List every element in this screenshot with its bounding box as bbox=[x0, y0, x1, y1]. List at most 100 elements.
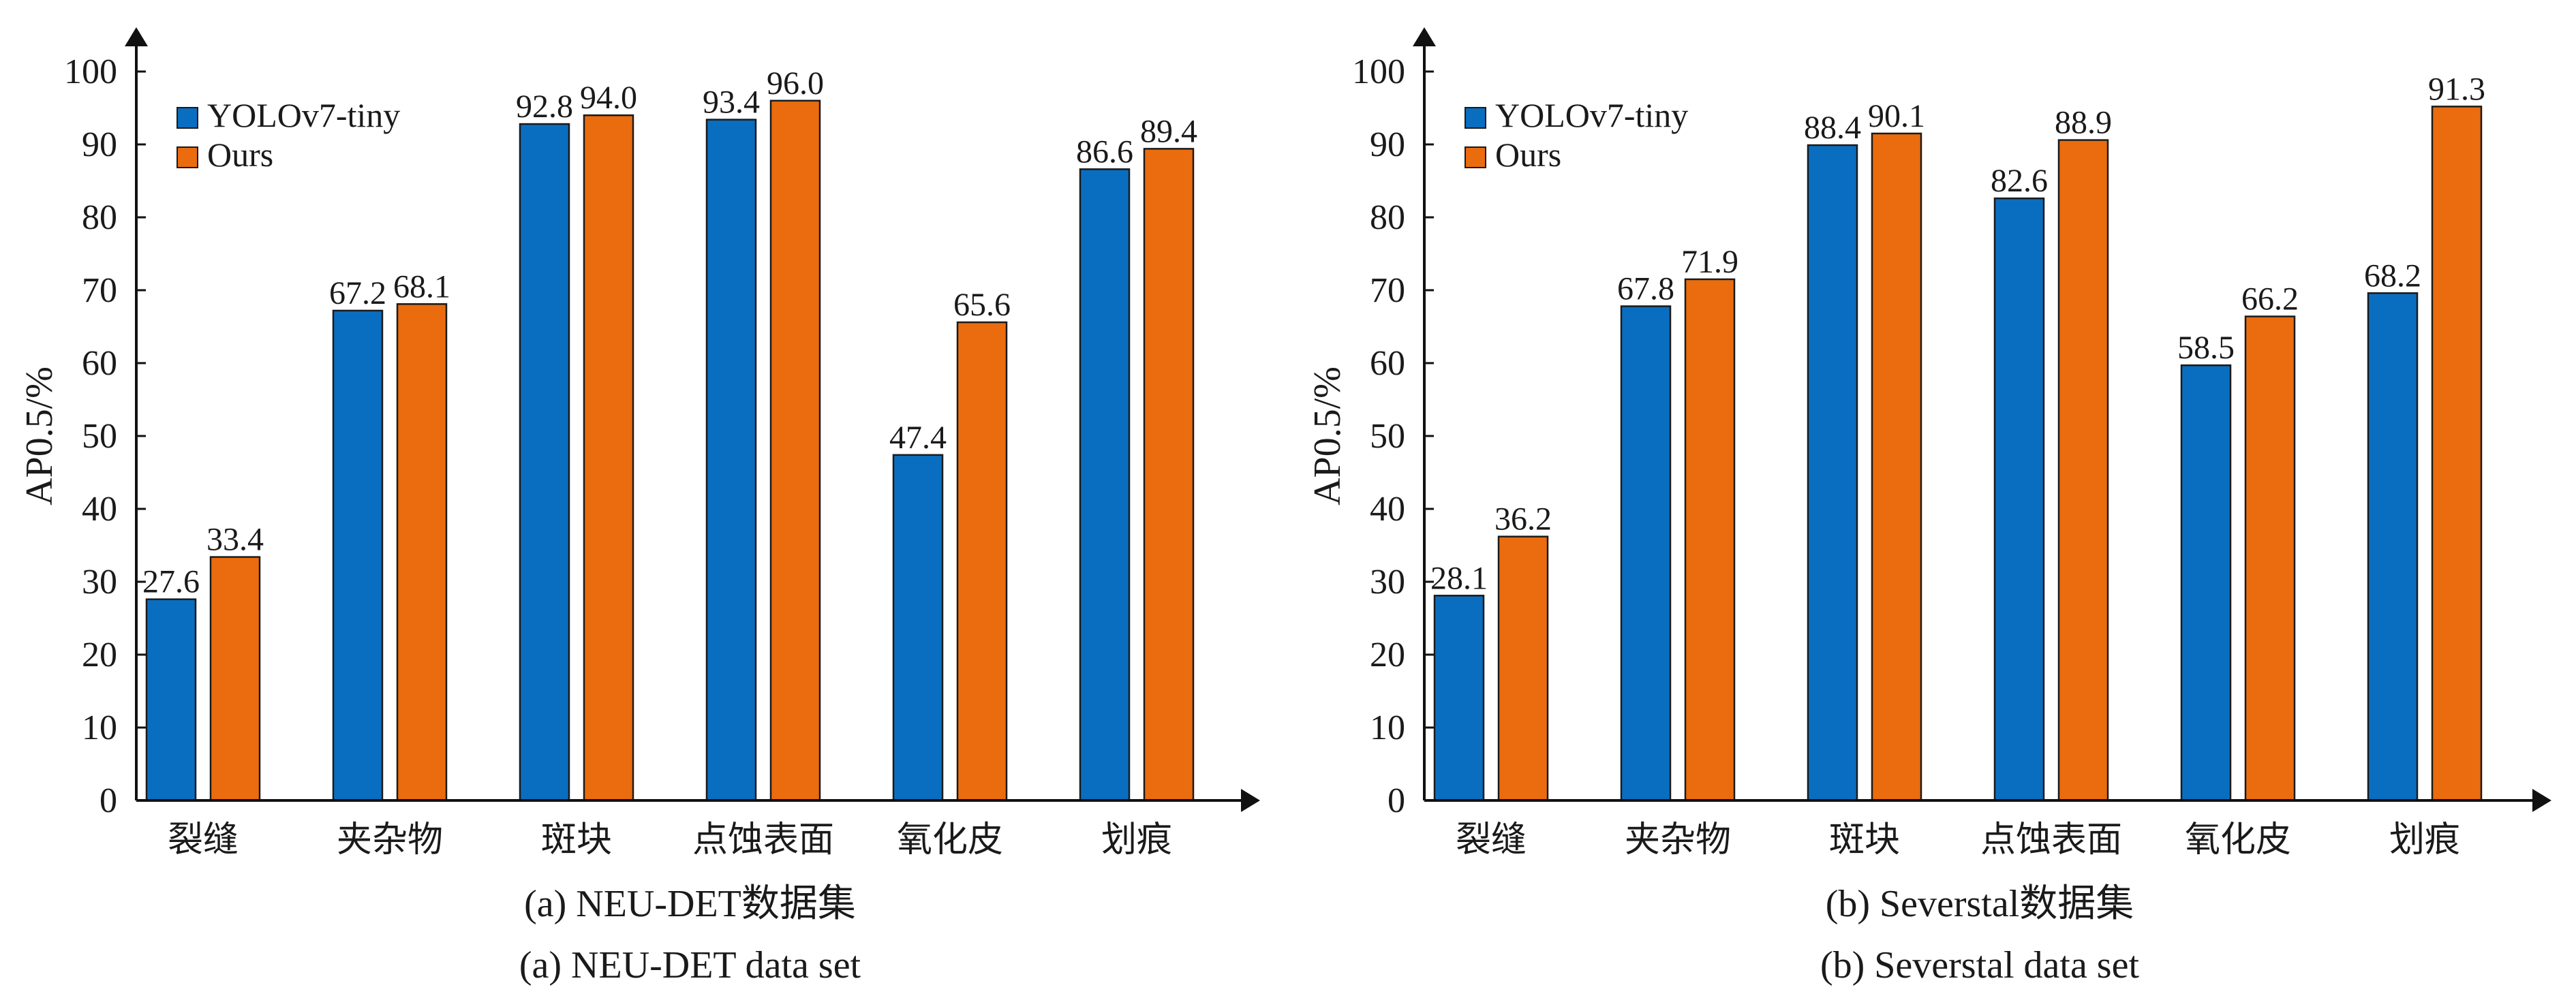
bar-yolov7-tiny-4 bbox=[1993, 197, 2045, 802]
value-label: 33.4 bbox=[206, 522, 264, 558]
bar-yolov7-tiny-1 bbox=[145, 598, 197, 802]
bar-yolov7-tiny-4 bbox=[705, 119, 757, 802]
value-label: 93.4 bbox=[703, 84, 760, 121]
x-tick-label: 氧化皮 bbox=[897, 821, 1003, 860]
bar-ours-1 bbox=[209, 556, 261, 802]
y-tick-label: 40 bbox=[82, 490, 117, 529]
y-axis-arrow bbox=[125, 27, 148, 46]
y-axis-label: AP0.5/% bbox=[1306, 367, 1349, 505]
x-tick-label: 夹杂物 bbox=[1625, 821, 1731, 860]
bar-yolov7-tiny-6 bbox=[2367, 292, 2419, 802]
bar-ours-4 bbox=[769, 99, 821, 802]
caption-cn: (b) Severstal数据集 bbox=[1826, 883, 2134, 925]
y-tick-label: 0 bbox=[1387, 781, 1405, 820]
y-axis-arrow bbox=[1413, 27, 1436, 46]
legend-swatch bbox=[1465, 146, 1486, 168]
y-tick-label: 20 bbox=[82, 636, 117, 674]
value-label: 71.9 bbox=[1681, 244, 1738, 280]
y-tick-label: 70 bbox=[82, 271, 117, 310]
x-tick-label: 点蚀表面 bbox=[1980, 821, 2122, 860]
bar-ours-3 bbox=[583, 114, 634, 802]
caption-en: (a) NEU-DET data set bbox=[519, 944, 861, 986]
legend-label: Ours bbox=[1495, 136, 1561, 174]
value-label: 68.1 bbox=[393, 268, 450, 305]
x-tick-label: 划痕 bbox=[1101, 821, 1172, 860]
bar-yolov7-tiny-1 bbox=[1433, 595, 1485, 802]
bar-yolov7-tiny-3 bbox=[519, 123, 570, 802]
bar-ours-3 bbox=[1871, 132, 1922, 802]
value-label: 67.8 bbox=[1617, 271, 1674, 307]
y-tick-label: 0 bbox=[99, 781, 117, 820]
value-label: 96.0 bbox=[767, 65, 824, 102]
value-label: 88.9 bbox=[2055, 105, 2112, 141]
bar-yolov7-tiny-5 bbox=[2180, 364, 2232, 802]
y-tick-label: 60 bbox=[82, 344, 117, 383]
caption-cn: (a) NEU-DET数据集 bbox=[524, 883, 856, 925]
value-label: 47.4 bbox=[889, 420, 947, 456]
value-label: 90.1 bbox=[1868, 98, 1925, 134]
caption-en: (b) Severstal data set bbox=[1820, 944, 2139, 986]
value-label: 94.0 bbox=[580, 80, 637, 116]
y-tick-label: 30 bbox=[1370, 563, 1405, 602]
legend-swatch bbox=[1465, 107, 1486, 129]
y-tick-label: 50 bbox=[1370, 417, 1405, 456]
bar-ours-5 bbox=[2244, 315, 2296, 802]
value-label: 68.2 bbox=[2364, 258, 2421, 294]
y-tick-label: 10 bbox=[82, 708, 117, 747]
x-tick-label: 斑块 bbox=[1829, 821, 1900, 860]
value-label: 88.4 bbox=[1804, 110, 1861, 146]
y-tick-label: 80 bbox=[1370, 198, 1405, 237]
x-axis-arrow bbox=[2532, 789, 2551, 812]
value-label: 28.1 bbox=[1430, 560, 1488, 596]
legend-label: Ours bbox=[207, 136, 273, 174]
value-label: 66.2 bbox=[2241, 281, 2299, 317]
value-label: 65.6 bbox=[953, 287, 1011, 323]
bar-ours-2 bbox=[1684, 278, 1736, 802]
y-tick-label: 80 bbox=[82, 198, 117, 237]
bar-ours-6 bbox=[2431, 106, 2483, 802]
legend-label: YOLOv7-tiny bbox=[1495, 96, 1688, 134]
value-label: 36.2 bbox=[1494, 501, 1552, 537]
value-label: 27.6 bbox=[142, 564, 200, 600]
value-label: 89.4 bbox=[1140, 113, 1197, 149]
x-axis-arrow bbox=[1241, 789, 1260, 812]
x-tick-label: 划痕 bbox=[2389, 821, 2460, 860]
y-tick-label: 90 bbox=[82, 125, 117, 164]
bar-ours-6 bbox=[1143, 148, 1195, 802]
value-label: 58.5 bbox=[2177, 330, 2235, 366]
bar-yolov7-tiny-2 bbox=[332, 309, 384, 802]
bar-yolov7-tiny-3 bbox=[1807, 144, 1858, 802]
bar-ours-4 bbox=[2057, 139, 2109, 802]
y-tick-label: 10 bbox=[1370, 708, 1405, 747]
bar-yolov7-tiny-5 bbox=[892, 454, 944, 802]
y-tick-label: 60 bbox=[1370, 344, 1405, 383]
legend-label: YOLOv7-tiny bbox=[207, 96, 400, 134]
value-label: 91.3 bbox=[2428, 71, 2485, 107]
x-tick-label: 斑块 bbox=[541, 821, 612, 860]
x-tick-label: 氧化皮 bbox=[2185, 821, 2291, 860]
value-label: 67.2 bbox=[329, 275, 386, 311]
y-tick-label: 70 bbox=[1370, 271, 1405, 310]
bar-ours-2 bbox=[396, 303, 448, 802]
y-tick-label: 100 bbox=[64, 52, 117, 91]
chart-panel-a: 27.633.4 裂缝 67.2 68.1 夹杂物 92.8 94.0 斑块 93.496.0 点… bbox=[18, 27, 1260, 986]
y-tick-label: 100 bbox=[1352, 52, 1405, 91]
y-tick-label: 20 bbox=[1370, 636, 1405, 674]
x-tick-label: 点蚀表面 bbox=[692, 821, 834, 860]
x-tick-label: 裂缝 bbox=[1456, 821, 1527, 860]
value-label: 82.6 bbox=[1991, 163, 2048, 199]
y-tick-label: 50 bbox=[82, 417, 117, 456]
value-label: 92.8 bbox=[516, 89, 573, 125]
y-tick-label: 30 bbox=[82, 563, 117, 602]
y-axis-label: AP0.5/% bbox=[18, 367, 61, 505]
legend-swatch bbox=[177, 107, 198, 129]
x-tick-label: 夹杂物 bbox=[337, 821, 443, 860]
y-tick-label: 90 bbox=[1370, 125, 1405, 164]
x-tick-label: 裂缝 bbox=[168, 821, 239, 860]
bar-ours-5 bbox=[956, 321, 1008, 802]
legend-swatch bbox=[177, 146, 198, 168]
y-tick-label: 40 bbox=[1370, 490, 1405, 529]
bar-yolov7-tiny-2 bbox=[1620, 305, 1672, 802]
bar-ours-1 bbox=[1497, 535, 1549, 802]
